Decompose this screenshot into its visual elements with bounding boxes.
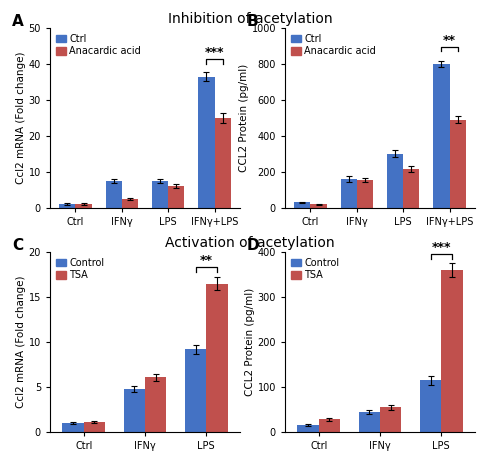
Bar [298, 425, 318, 432]
Bar [168, 186, 184, 208]
Bar [84, 422, 105, 432]
Legend: Ctrl, Anacardic acid: Ctrl, Anacardic acid [55, 33, 142, 57]
Bar [185, 349, 206, 432]
Bar [106, 181, 122, 208]
Bar [387, 154, 403, 208]
Text: **: ** [443, 34, 456, 47]
Bar [124, 389, 145, 432]
Legend: Control, TSA: Control, TSA [55, 257, 106, 282]
Text: ***: *** [205, 47, 225, 59]
Bar [294, 202, 310, 208]
Bar [198, 77, 214, 208]
Bar [206, 283, 228, 432]
Bar [420, 380, 442, 432]
Bar [340, 179, 357, 208]
Text: B: B [247, 14, 258, 28]
Bar [122, 199, 138, 208]
Bar [434, 64, 450, 208]
Y-axis label: Ccl2 mRNA (Fold change): Ccl2 mRNA (Fold change) [16, 276, 26, 408]
Bar [214, 118, 230, 208]
Text: D: D [247, 238, 260, 253]
Y-axis label: CCL2 Protein (pg/ml): CCL2 Protein (pg/ml) [244, 288, 254, 396]
Bar [152, 181, 168, 208]
Bar [403, 169, 419, 208]
Bar [380, 407, 402, 432]
Text: ***: *** [432, 241, 451, 255]
Y-axis label: CCL2 Protein (pg/ml): CCL2 Protein (pg/ml) [238, 64, 248, 172]
Bar [76, 204, 92, 208]
Text: C: C [12, 238, 23, 253]
Text: Activation of acetylation: Activation of acetylation [165, 236, 335, 250]
Bar [145, 377, 167, 432]
Legend: Ctrl, Anacardic acid: Ctrl, Anacardic acid [290, 33, 377, 57]
Text: Inhibition of acetylation: Inhibition of acetylation [168, 12, 332, 26]
Bar [442, 270, 462, 432]
Bar [318, 419, 340, 432]
Legend: Control, TSA: Control, TSA [290, 257, 341, 282]
Bar [60, 204, 76, 208]
Bar [310, 204, 326, 208]
Text: A: A [12, 14, 24, 28]
Y-axis label: Ccl2 mRNA (Fold change): Ccl2 mRNA (Fold change) [16, 52, 26, 184]
Bar [450, 120, 466, 208]
Bar [358, 412, 380, 432]
Bar [62, 423, 84, 432]
Bar [357, 180, 373, 208]
Text: **: ** [200, 255, 213, 268]
